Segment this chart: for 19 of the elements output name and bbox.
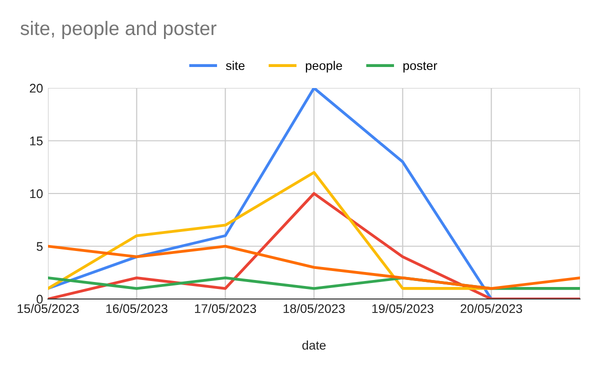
line-series (48, 244, 580, 290)
x-tick-label: 18/05/2023 (284, 304, 345, 314)
chart-title: site, people and poster (20, 20, 216, 40)
line-series (48, 192, 580, 299)
y-tick-label: 15 (30, 136, 43, 146)
x-axis-title: date (302, 340, 326, 350)
legend-label: people (306, 60, 342, 73)
legend-label: site (226, 60, 245, 70)
x-tick-label: 15/05/2023 (18, 304, 79, 314)
x-tick-label: 17/05/2023 (195, 304, 256, 314)
x-tick-label: 20/05/2023 (460, 304, 522, 314)
y-tick-label: 5 (36, 242, 43, 251)
legend-label: poster (403, 62, 438, 73)
y-tick-label: 20 (30, 84, 43, 93)
y-tick-label: 0 (36, 294, 43, 304)
y-tick-label: 10 (30, 189, 43, 198)
x-tick-label: 19/05/2023 (372, 304, 434, 314)
x-tick-label: 16/05/2023 (106, 304, 168, 314)
line-series (48, 171, 493, 290)
